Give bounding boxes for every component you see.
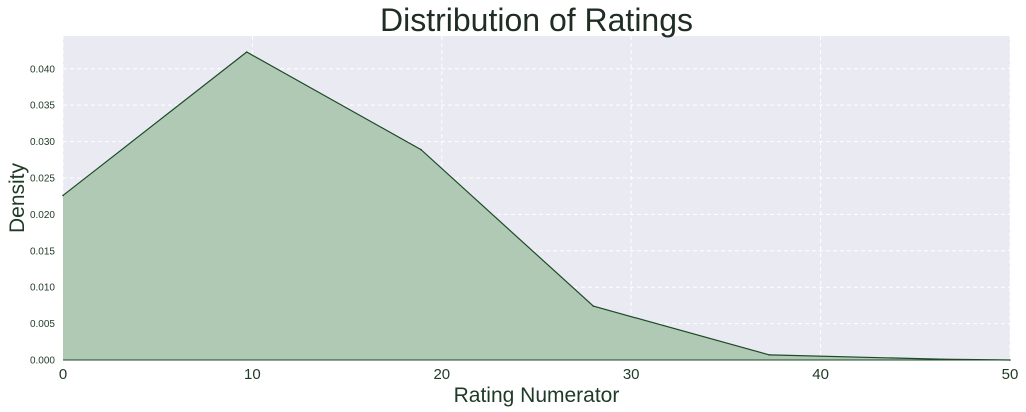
density-area-fill <box>63 52 1010 361</box>
x-tick-label: 40 <box>812 366 829 383</box>
x-tick-label: 30 <box>623 366 640 383</box>
x-axis-label: Rating Numerator <box>454 384 620 407</box>
y-tick-label: 0.000 <box>30 356 55 367</box>
density-point <box>245 51 248 53</box>
density-point <box>420 148 422 151</box>
x-tick-label: 50 <box>1002 366 1019 383</box>
y-axis-label: Density <box>6 162 29 233</box>
density-point <box>62 194 64 197</box>
x-tick-label: 20 <box>433 366 450 383</box>
y-tick-label: 0.020 <box>30 210 55 221</box>
y-tick-label: 0.040 <box>30 64 55 75</box>
y-tick-label: 0.015 <box>30 246 55 257</box>
chart-title: Distribution of Ratings <box>380 2 693 38</box>
x-tick-label: 10 <box>244 366 261 383</box>
x-tick-label: 0 <box>59 366 67 383</box>
tick-labels: 0 10 20 30 40 50 0.000 0.005 0.010 0.015 0.020 0.02… <box>30 64 1018 383</box>
density-point <box>592 305 595 307</box>
area-layer <box>62 51 1011 361</box>
density-point <box>768 354 771 356</box>
y-tick-label: 0.030 <box>30 137 55 148</box>
y-tick-label: 0.010 <box>30 283 55 294</box>
y-tick-label: 0.005 <box>30 319 55 330</box>
y-tick-label: 0.025 <box>30 173 55 184</box>
y-tick-label: 0.035 <box>30 101 55 112</box>
